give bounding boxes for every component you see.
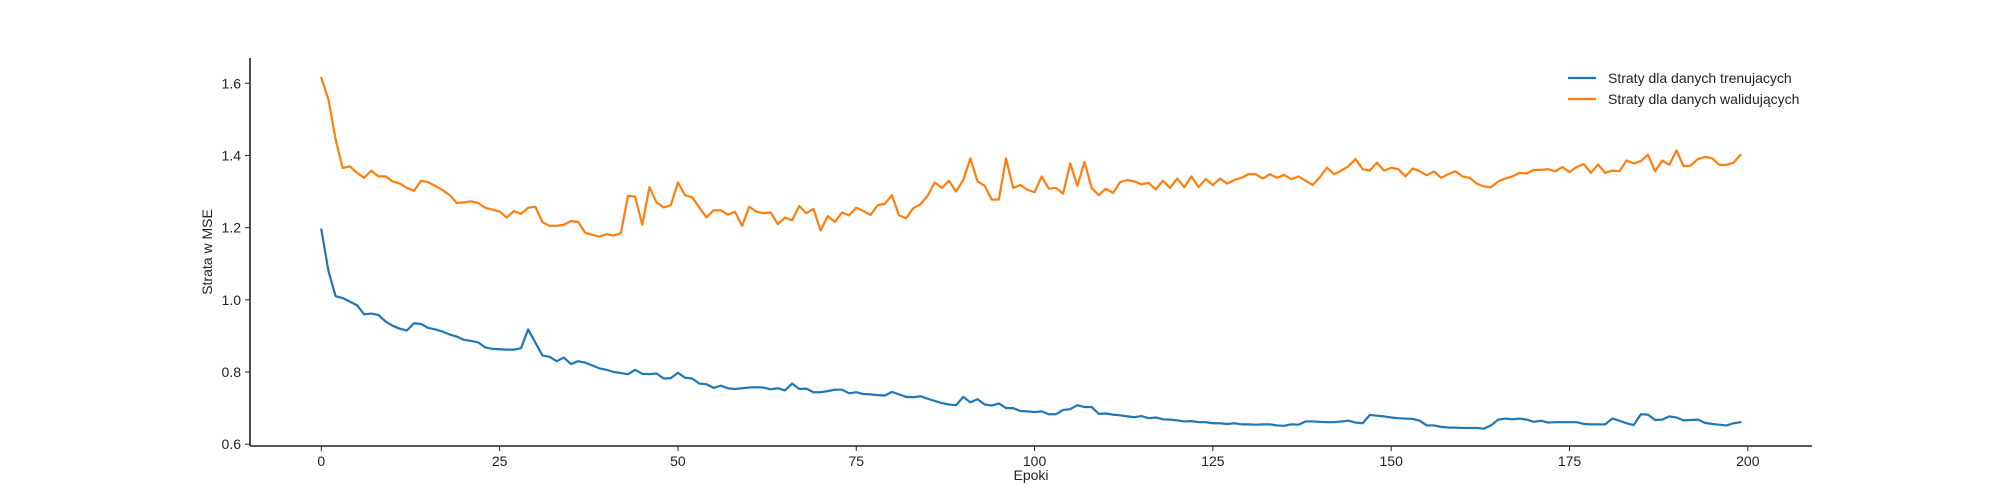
y-axis-title: Strata w MSE	[199, 209, 215, 295]
y-tick-label: 1.2	[222, 220, 242, 236]
legend: Straty dla danych trenujacych Straty dla …	[1568, 70, 1799, 107]
series-layer	[320, 76, 1742, 430]
x-tick-label: 200	[1736, 453, 1760, 469]
y-tick-label: 0.8	[222, 364, 242, 380]
y-tick-label: 0.6	[222, 436, 242, 452]
legend-label: Straty dla danych trenujacych	[1608, 70, 1792, 86]
series-line-2	[320, 76, 1742, 238]
y-tick-label: 1.4	[222, 147, 242, 163]
x-tick-label: 100	[1023, 453, 1047, 469]
legend-label: Straty dla danych walidujących	[1608, 91, 1799, 107]
x-tick-label: 75	[848, 453, 864, 469]
x-tick-label: 25	[492, 453, 508, 469]
series-line-1	[320, 228, 1742, 430]
x-tick-label: 50	[670, 453, 686, 469]
ticks: 0 25 50 75 100 125 150 175 200 0.6 0.8 1.0 1.2 1.4 1.6	[222, 75, 1760, 469]
x-tick-label: 150	[1380, 453, 1404, 469]
y-tick-label: 1.0	[222, 292, 242, 308]
y-tick-label: 1.6	[222, 75, 242, 91]
axes	[249, 58, 1812, 447]
x-tick-label: 175	[1558, 453, 1582, 469]
x-axis-title: Epoki	[1013, 467, 1048, 483]
x-tick-label: 125	[1201, 453, 1225, 469]
x-tick-label: 0	[317, 453, 325, 469]
